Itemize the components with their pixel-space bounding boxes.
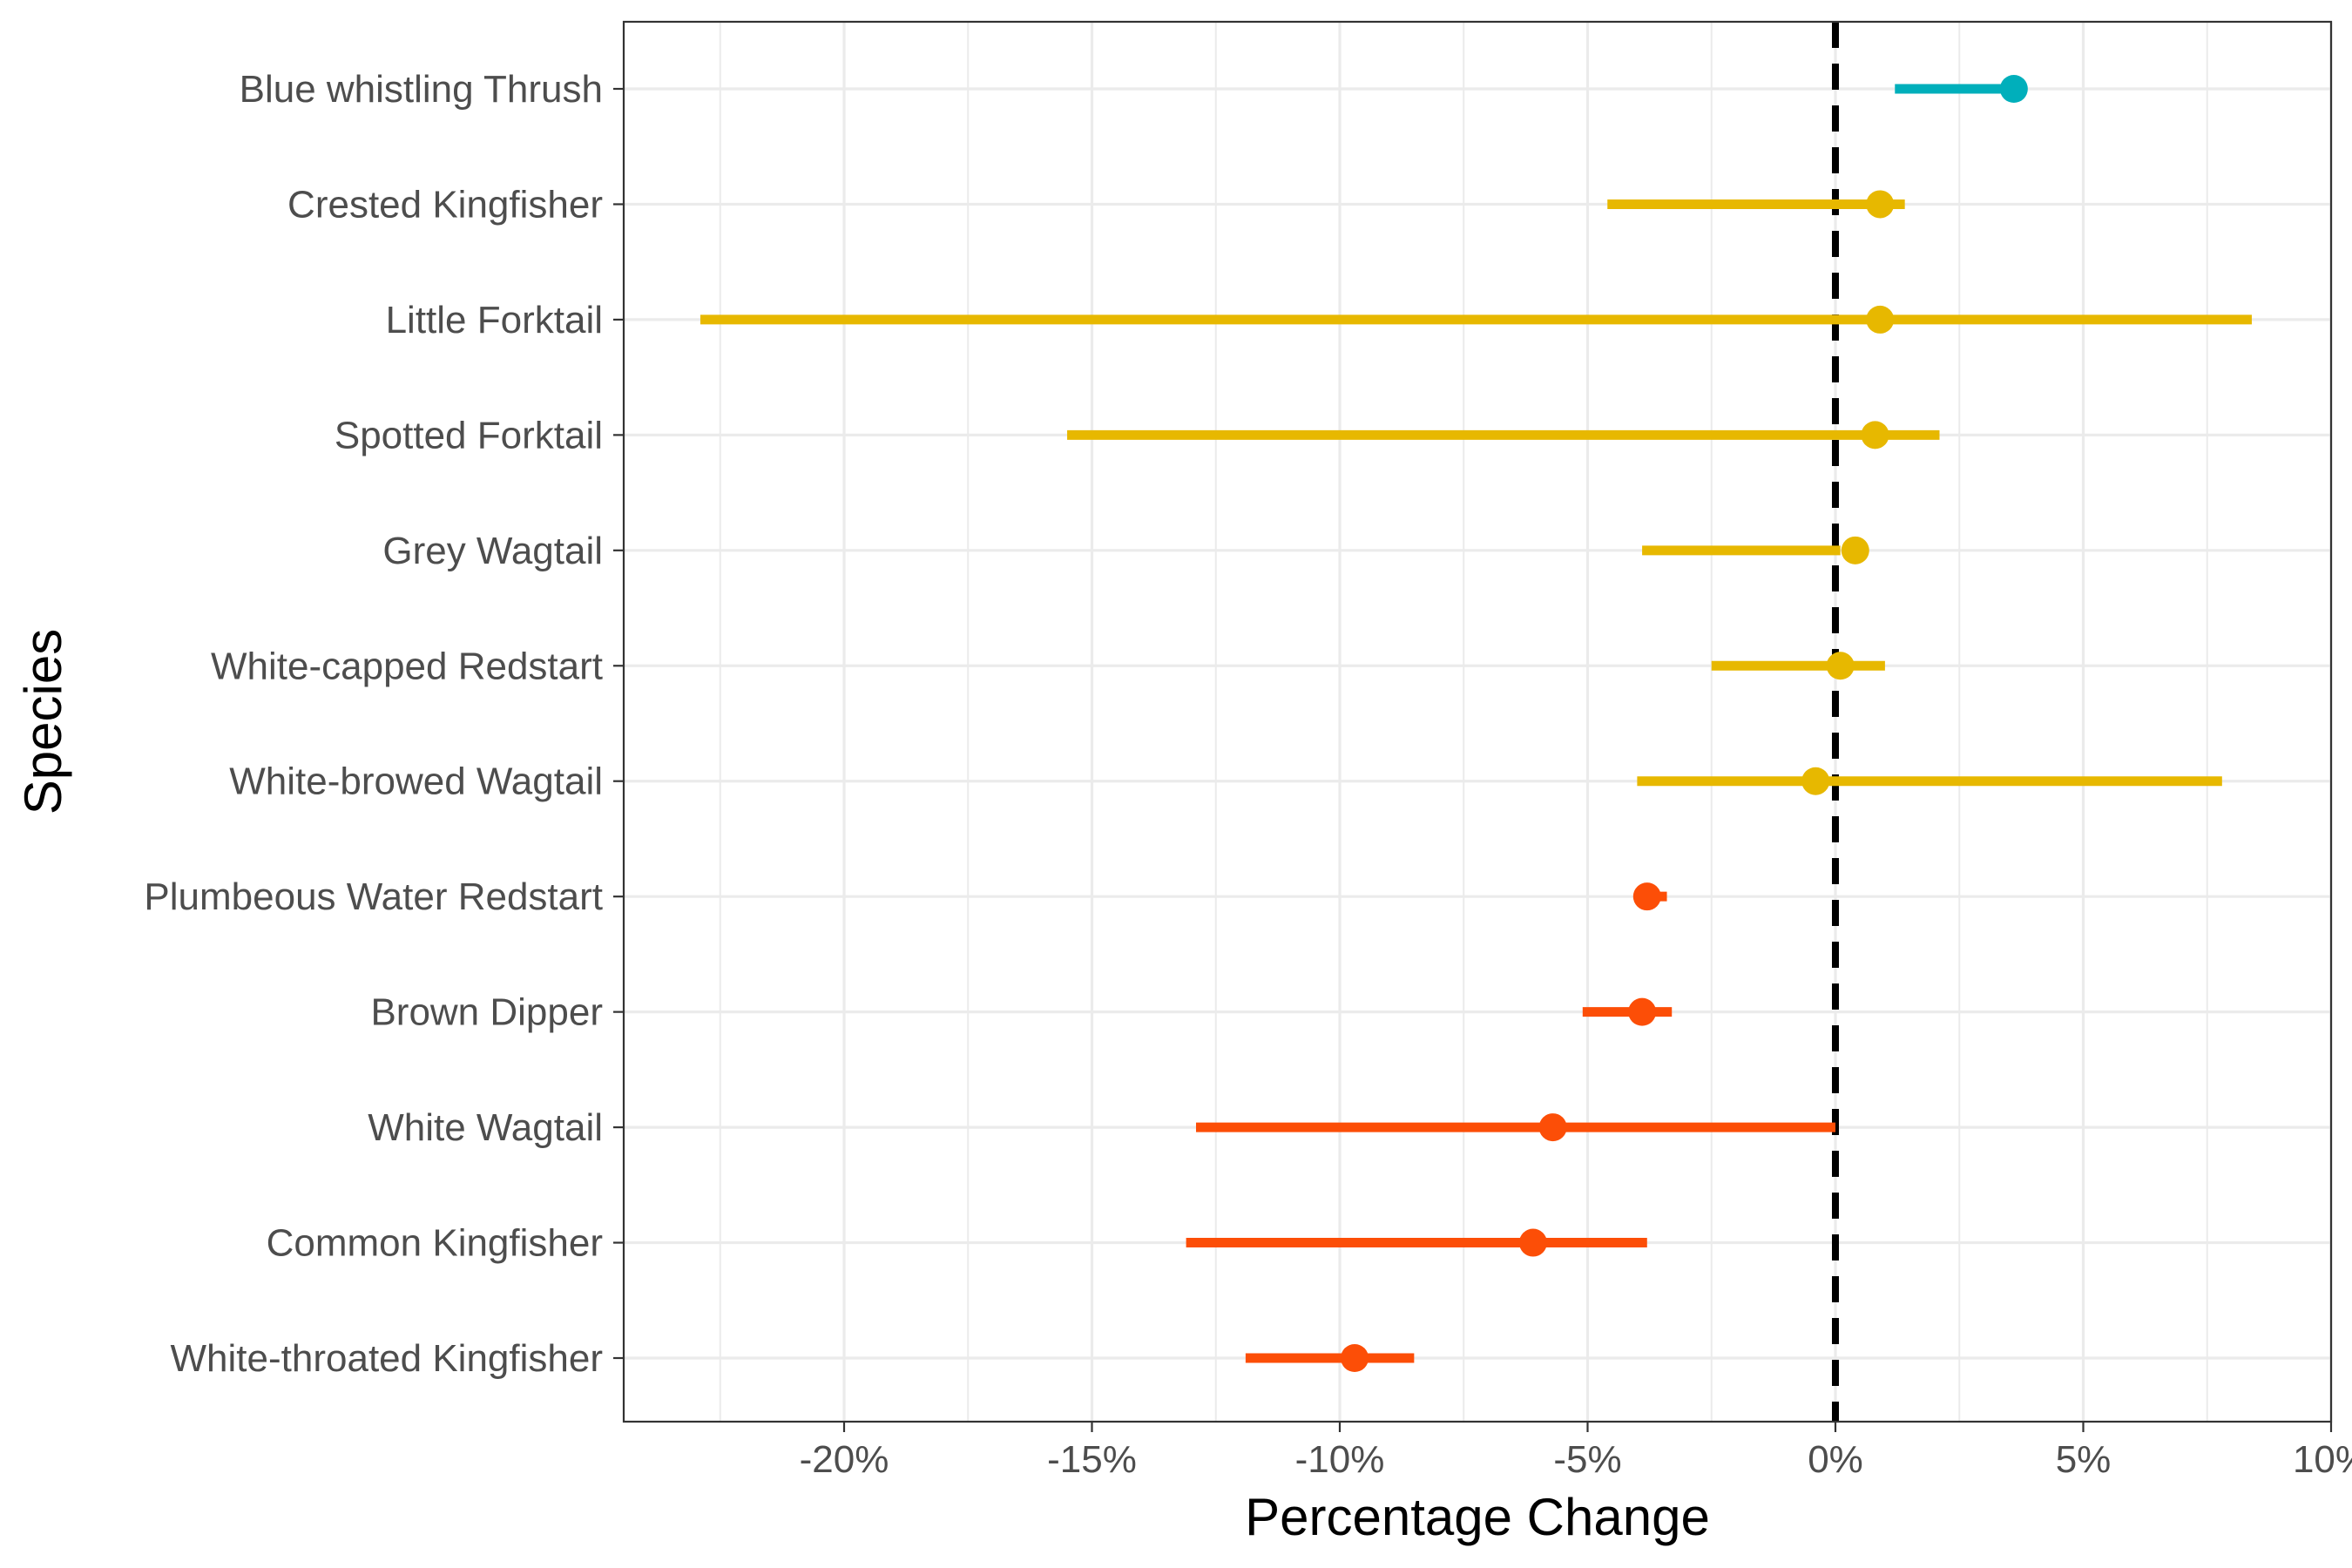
confidence-intervals: [700, 84, 2252, 1363]
point-estimates: [1341, 75, 2028, 1372]
major-grid: [624, 22, 2333, 1422]
panel-border: [622, 20, 2333, 1423]
y-tick-label: Spotted Forktail: [335, 414, 603, 456]
point-estimate: [1866, 305, 1895, 334]
point-estimate: [1538, 1113, 1567, 1142]
y-tick-label: Plumbeous Water Redstart: [144, 875, 603, 918]
point-estimate: [1632, 882, 1661, 911]
y-tick-label: Grey Wagtail: [382, 530, 603, 572]
point-estimate: [1826, 652, 1855, 680]
point-estimate: [1518, 1228, 1547, 1257]
y-tick-label: Brown Dipper: [370, 991, 603, 1034]
y-tick-label: White-capped Redstart: [211, 645, 603, 687]
x-axis-labels: -20% -15% -10% -5% 0% 5% 10%: [800, 1438, 2352, 1481]
x-tick-label: 10%: [2293, 1438, 2352, 1481]
y-axis-ticks: [613, 87, 624, 1360]
point-estimate: [1866, 190, 1895, 219]
y-axis-title: Species: [14, 629, 72, 814]
y-tick-label: Crested Kingfisher: [287, 183, 603, 226]
x-tick-label: -10%: [1295, 1438, 1385, 1481]
x-axis-ticks: [842, 1422, 2333, 1432]
y-tick-label: White-browed Wagtail: [229, 760, 603, 803]
x-axis-title: Percentage Change: [1245, 1488, 1710, 1546]
point-estimate: [1341, 1344, 1369, 1372]
point-estimate: [1841, 536, 1869, 564]
point-estimate: [1861, 421, 1889, 449]
x-tick-label: 0%: [1808, 1438, 1863, 1481]
y-tick-label: White Wagtail: [368, 1106, 603, 1149]
y-tick-label: Common Kingfisher: [267, 1222, 603, 1265]
x-tick-label: -5%: [1553, 1438, 1621, 1481]
x-tick-label: -15%: [1047, 1438, 1137, 1481]
y-tick-label: Little Forktail: [386, 299, 603, 341]
y-tick-label: Blue whistling Thrush: [240, 68, 603, 111]
minor-grid: [719, 22, 2208, 1422]
point-estimate: [1628, 997, 1657, 1026]
x-tick-label: -20%: [800, 1438, 889, 1481]
point-estimate: [1801, 767, 1830, 795]
y-axis-labels: Blue whistling Thrush Crested Kingfisher L…: [144, 68, 603, 1380]
x-tick-label: 5%: [2056, 1438, 2112, 1481]
point-estimate: [1999, 75, 2028, 103]
y-tick-label: White-throated Kingfisher: [171, 1337, 603, 1380]
